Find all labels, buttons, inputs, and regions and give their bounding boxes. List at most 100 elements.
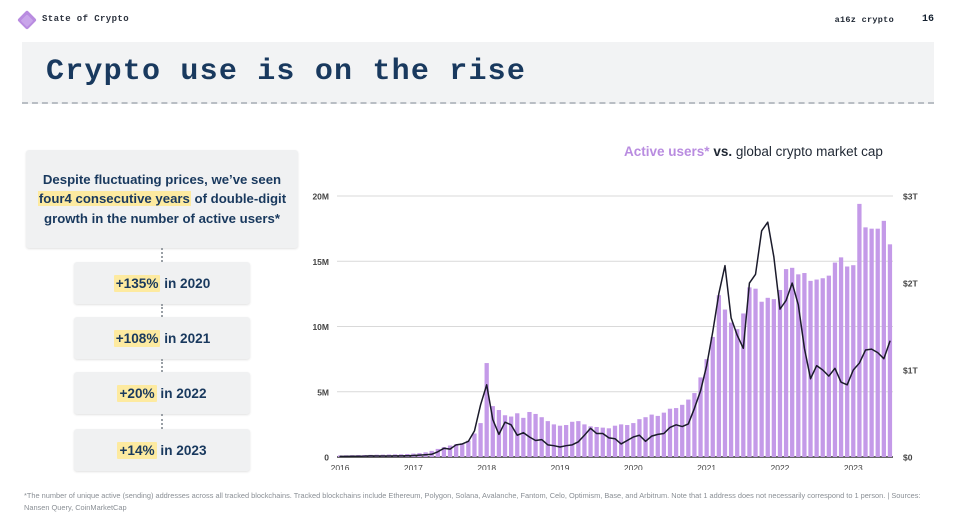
chart-bar — [582, 424, 587, 457]
chart-bar — [435, 448, 440, 457]
chart-bar — [869, 228, 874, 457]
chart-bar — [527, 411, 532, 457]
chart-title-vs: vs. — [709, 144, 736, 159]
chart-bar — [863, 227, 868, 457]
footnote: *The number of unique active (sending) a… — [24, 491, 921, 512]
chart-bar — [539, 417, 544, 457]
chart-bar — [686, 399, 691, 457]
chart-bar — [796, 274, 801, 457]
stat-year: in 2022 — [156, 385, 207, 401]
chart-bar — [790, 267, 795, 457]
chart-bar — [563, 425, 569, 457]
chart-bar — [460, 443, 465, 457]
chart-bar — [521, 417, 526, 457]
chart-bar — [728, 322, 734, 457]
chart-bar — [545, 421, 550, 457]
chart-bar — [814, 279, 819, 457]
chart-bar — [508, 416, 514, 457]
stat-box: +135% in 2020 — [74, 262, 250, 304]
chart-bar — [447, 445, 453, 457]
chart-bar — [631, 423, 636, 457]
y-axis-tick-label: 20M — [312, 192, 329, 202]
chart-bar — [741, 313, 746, 457]
callout-box: Despite fluctuating prices, we’ve seen f… — [26, 150, 298, 248]
chart-bar — [845, 266, 850, 457]
chart-bar — [680, 404, 685, 457]
diamond-logo-icon — [17, 10, 37, 30]
chart-title-rest: global crypto market cap — [735, 144, 883, 159]
y2-axis-tick-label: $1T — [903, 366, 918, 376]
stat-year: in 2021 — [160, 330, 211, 346]
chart-bar — [857, 203, 862, 457]
stat-box: +14% in 2023 — [74, 429, 250, 471]
chart-bar — [588, 426, 593, 457]
chart-bar — [612, 425, 618, 457]
chart-plot-area: 0 5M 10M 15M 20M $0 $1T $2T $3T 2016 2017 2018 2019 2… — [300, 170, 940, 470]
stat-percent: +20% — [117, 384, 157, 402]
y-axis-tick-label: 15M — [312, 257, 329, 267]
chart-bar — [881, 220, 886, 457]
chart-bar — [765, 297, 770, 457]
x-axis-tick-label: 2023 — [844, 463, 863, 470]
stat-box: +20% in 2022 — [74, 372, 250, 414]
chart-bar — [557, 425, 563, 457]
stat-percent: +135% — [113, 274, 161, 292]
chart-bar — [753, 288, 758, 457]
chart-bar — [472, 433, 477, 457]
chart-bar — [643, 417, 648, 457]
chart-bar — [478, 423, 483, 457]
chart-bar — [875, 228, 880, 457]
chart-bar — [570, 421, 575, 457]
chart-bar — [802, 273, 807, 457]
chart-bar — [606, 428, 612, 457]
stat-box: +108% in 2021 — [74, 317, 250, 359]
chart-bar — [710, 336, 715, 457]
chart-bar — [618, 424, 624, 457]
x-axis-tick-label: 2019 — [551, 463, 570, 470]
chart-bar — [551, 424, 557, 457]
chart-bar — [490, 406, 495, 457]
stat-year: in 2020 — [160, 275, 211, 291]
chart-bar — [887, 244, 893, 457]
y-axis-tick-label: 0 — [324, 453, 329, 463]
chart-bar — [820, 278, 825, 457]
chart-bar — [777, 289, 783, 457]
chart-title: Active users* vs. global crypto market c… — [624, 144, 883, 159]
x-axis-tick-label: 2018 — [477, 463, 496, 470]
chart-bar — [838, 257, 844, 457]
chart-bar — [808, 280, 813, 457]
chart-bar — [637, 419, 642, 457]
chart-bar — [594, 426, 599, 457]
brand-label: State of Crypto — [42, 14, 130, 24]
chart-bar — [576, 421, 581, 457]
chart-bar — [600, 427, 605, 457]
page-number: 16 — [921, 14, 934, 25]
stat-connector — [161, 304, 163, 317]
chart-bar — [716, 295, 722, 457]
x-axis-tick-label: 2017 — [404, 463, 423, 470]
slide-header: State of Crypto a16z crypto 16 — [0, 0, 954, 36]
org-label: a16z crypto — [834, 15, 894, 25]
chart-bar — [484, 363, 489, 457]
chart-bar — [655, 415, 660, 457]
chart-bar — [466, 440, 471, 457]
stat-percent: +108% — [113, 329, 161, 347]
callout-pre: Despite fluctuating prices, we’ve seen — [42, 172, 282, 188]
y2-axis-tick-label: $3T — [903, 192, 918, 202]
y2-axis-tick-label: $0 — [903, 453, 913, 463]
chart-bar — [783, 269, 789, 457]
stat-connector — [161, 248, 163, 262]
stat-year: in 2023 — [156, 442, 207, 458]
chart-bar — [735, 329, 740, 457]
stat-connector — [161, 414, 163, 429]
y2-axis-tick-label: $2T — [903, 279, 918, 289]
x-axis-tick-label: 2021 — [697, 463, 716, 470]
chart-bar — [673, 408, 679, 457]
chart-bar — [661, 412, 667, 457]
chart-bar — [832, 262, 838, 457]
chart-bar — [692, 393, 697, 457]
chart-bar — [771, 299, 776, 457]
chart-bar — [851, 265, 856, 457]
y-axis-tick-label: 5M — [317, 387, 329, 397]
